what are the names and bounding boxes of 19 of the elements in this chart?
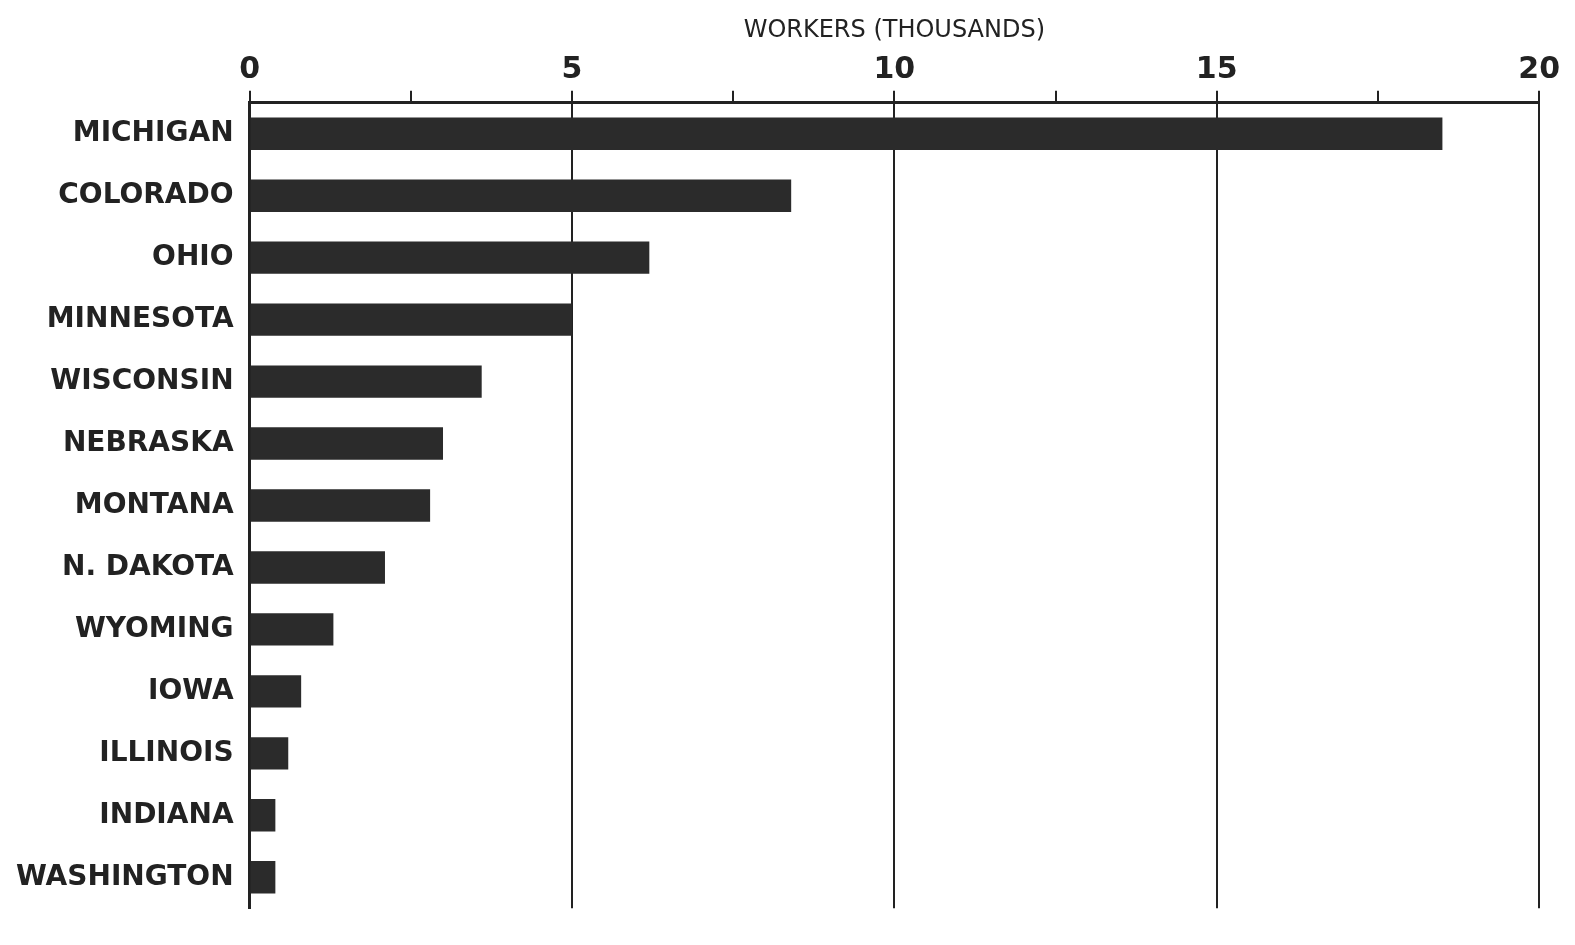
y-tick-label: N. DAKOTA — [62, 548, 234, 582]
y-tick-label: WASHINGTON — [16, 858, 234, 892]
y-tick-label: COLORADO — [58, 177, 234, 211]
x-tick-label: 20 — [1518, 49, 1560, 85]
x-tick-label: 15 — [1195, 49, 1238, 85]
y-tick-label: ILLINOIS — [99, 734, 234, 768]
x-tick-label: 5 — [561, 49, 583, 85]
y-tick-label: MONTANA — [74, 486, 234, 520]
y-tick-label: INDIANA — [99, 796, 234, 830]
y-tick-label: WISCONSIN — [50, 362, 234, 396]
y-tick-label: WYOMING — [74, 610, 234, 644]
y-tick-label: OHIO — [152, 238, 234, 272]
y-tick-label: MINNESOTA — [46, 300, 234, 334]
x-axis-title: WORKERS (THOUSANDS) — [743, 14, 1046, 43]
y-tick-label: IOWA — [148, 672, 234, 706]
x-tick-label: 0 — [239, 49, 261, 85]
y-tick-label: MICHIGAN — [72, 115, 234, 149]
y-tick-label: NEBRASKA — [62, 424, 234, 458]
x-tick-label: 10 — [873, 49, 916, 85]
